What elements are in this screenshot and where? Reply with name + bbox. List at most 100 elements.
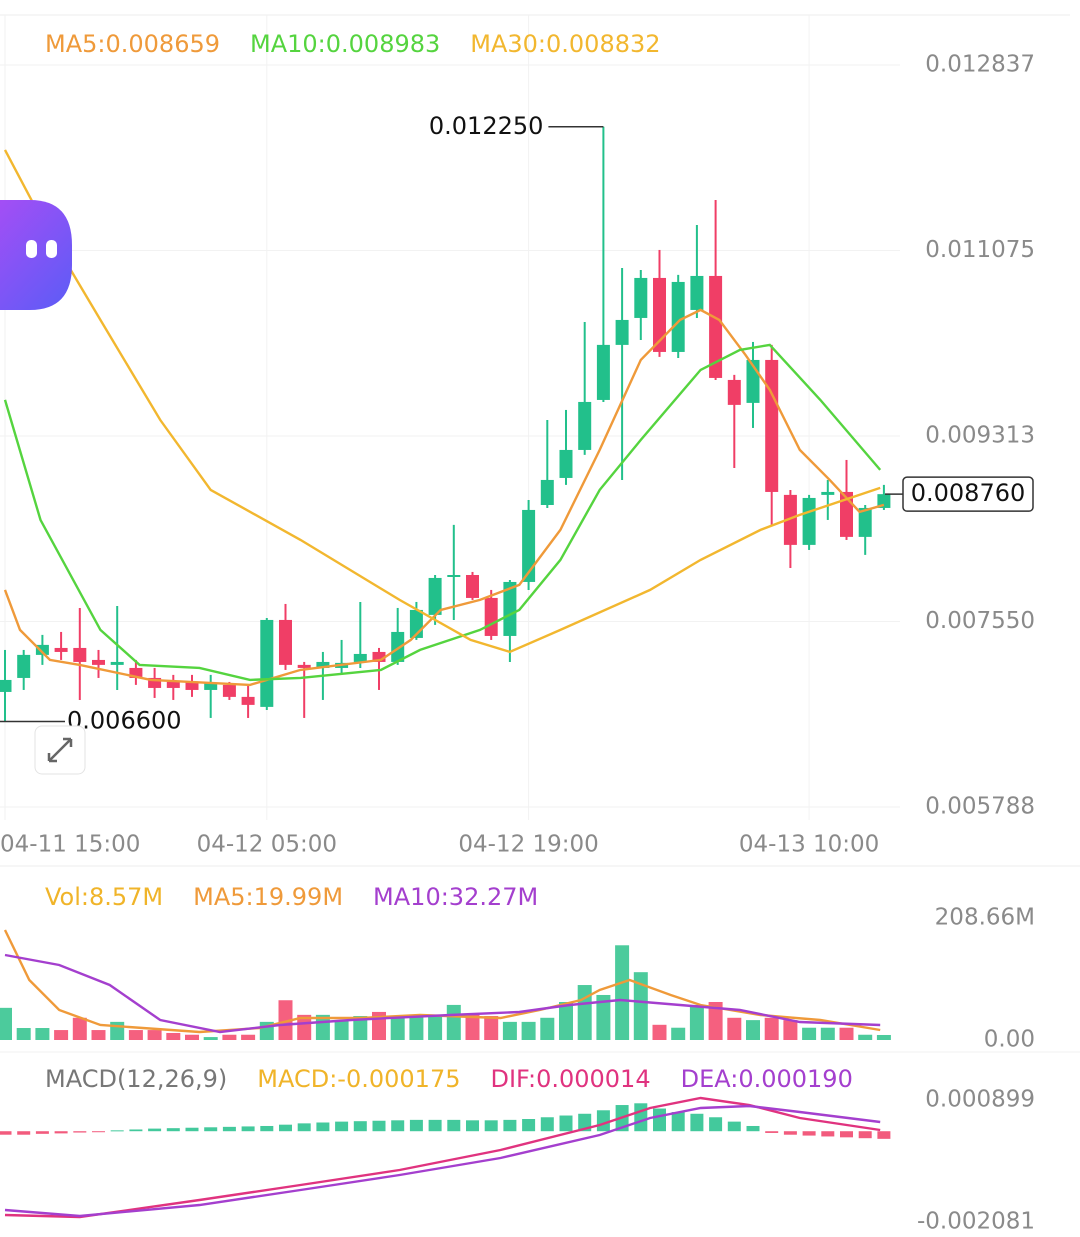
macd-bar [222,1126,236,1132]
macd-bar [148,1128,162,1132]
volume-bar [110,1021,125,1040]
volume-bar [559,1001,573,1040]
macd-bar [129,1129,143,1132]
expand-icon [47,737,73,763]
volume-bar [540,1017,555,1040]
candle-body [222,684,236,697]
macd-bar [335,1121,349,1132]
candle-body [783,494,797,545]
macd-bar [204,1127,218,1132]
macd-bar [447,1119,461,1132]
macd-bar [17,1131,31,1135]
macd-bar [540,1117,554,1132]
candle-body [858,507,872,537]
volume-bar [708,1001,723,1040]
candle-body [129,667,143,678]
x-tick-label: 04-12 05:00 [197,832,337,858]
volume-bar [446,1004,461,1040]
volume-bar [241,1034,256,1040]
line-series [3,929,881,1034]
line-series [3,149,881,654]
line-series [3,343,882,682]
candle-body [279,619,292,665]
volume-bar [465,1014,480,1040]
candle-body [297,664,311,668]
legend-entry: MA10:0.008983 [250,30,440,58]
volume-bar [876,1034,891,1040]
candle-body [204,682,218,690]
volume-bar [615,945,630,1040]
x-tick-label: 04-11 15:00 [0,832,140,858]
volume-bar [671,1027,686,1040]
y-tick-label: -0.002081 [917,1209,1035,1235]
macd-bar [391,1120,405,1132]
candle-body [727,379,741,405]
macd-bar [690,1113,704,1132]
plot-layer: 0.012837 0.011075 0.009313 0.007550 0.005788… [0,15,1035,1235]
candle-body [690,275,704,310]
candle-body [185,681,199,690]
candle-body [484,597,498,636]
volume-bar [91,1030,106,1040]
y-tick-label: 0.000899 [925,1087,1035,1113]
macd-bar [166,1128,180,1132]
volume-bar [839,1027,854,1040]
legend-entry: DIF:0.000014 [490,1065,650,1093]
volume-bar [35,1028,50,1040]
line-series [4,953,881,1034]
macd-bar [297,1123,311,1132]
candle-body [241,696,255,705]
macd-bar [653,1108,666,1132]
volume-bar [222,1034,237,1040]
macd-bar [0,1131,12,1135]
candle-body [653,277,666,352]
legend-entry: MA5:19.99M [193,883,343,911]
macd-bar [671,1112,685,1132]
macd-bar [110,1130,124,1132]
macd-bar [73,1131,87,1133]
candle-body [578,401,592,450]
candle-body [110,661,124,665]
y-tick-label: 0.005788 [925,794,1035,820]
candle-body [840,491,853,537]
macd-bar [503,1119,517,1132]
macd-bar [709,1117,723,1132]
x-tick-label: 04-12 19:00 [458,832,598,858]
volume-bar [484,1016,499,1040]
macd-bar [783,1131,797,1135]
volume-bar [278,1000,293,1040]
volume-bar [802,1027,817,1040]
macd-bar [279,1124,292,1132]
legend-entry: MACD(12,26,9) [45,1065,227,1093]
volume-bar [633,972,648,1040]
volume-bar [16,1028,31,1040]
volume-bar [428,1014,443,1040]
macd-bar [353,1121,367,1132]
candle-body [765,359,779,492]
x-tick-label: 04-13 10:00 [739,832,879,858]
volume-bar [727,1017,742,1040]
candle-body [802,497,816,545]
candle-body [148,677,162,688]
macd-bar [54,1131,68,1134]
candle-body [391,631,405,662]
candle-body [503,581,517,636]
y-tick-label: 0.012837 [925,52,1035,78]
y-tick-label: 208.66M [935,905,1035,931]
volume-bar [783,1020,798,1040]
legend-entry: MA10:32.27M [373,883,538,911]
bubble-eye [26,240,37,258]
candle-body [372,651,386,662]
legend-entry: MA30:0.008832 [470,30,660,58]
candle-body [821,491,835,495]
candle-body [353,653,367,662]
last-price-box [902,476,1034,512]
macd-bar [185,1127,199,1132]
candle-body [92,659,105,665]
volume-bar [334,1020,349,1040]
volume-bar [166,1032,181,1040]
volume-bar [820,1027,835,1040]
legend-entry: MACD:-0.000175 [257,1065,460,1093]
macd-bar [35,1131,49,1134]
